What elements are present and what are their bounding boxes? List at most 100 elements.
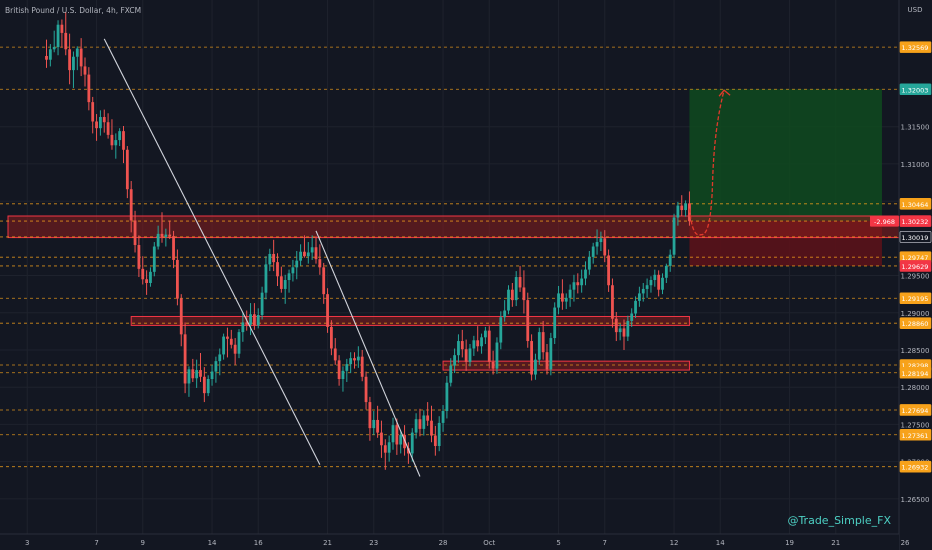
candles bbox=[45, 12, 691, 470]
candle-body bbox=[314, 247, 318, 260]
candle-body bbox=[664, 265, 668, 278]
candle-body bbox=[387, 442, 391, 453]
time-tick-label: 14 bbox=[716, 539, 725, 547]
candle-body bbox=[595, 242, 599, 247]
chart-title: British Pound / U.S. Dollar, 4h, FXCM bbox=[5, 6, 141, 15]
candle-body bbox=[630, 313, 634, 321]
target-zone bbox=[689, 89, 882, 222]
price-tag-label: 1.27361 bbox=[902, 432, 929, 440]
candle-body bbox=[245, 322, 249, 325]
price-tag-label: 1.32003 bbox=[902, 86, 929, 94]
candle-body bbox=[276, 262, 279, 277]
candle-body bbox=[68, 49, 71, 71]
price-tick-label: 1.28500 bbox=[901, 347, 930, 355]
support-resistance-zone bbox=[130, 315, 690, 326]
candle-body bbox=[464, 349, 468, 362]
change-badge bbox=[870, 215, 899, 227]
plot-area bbox=[0, 12, 899, 477]
support-resistance-zone bbox=[442, 360, 690, 371]
candle-body bbox=[118, 131, 122, 141]
trendline bbox=[103, 38, 321, 465]
price-tag bbox=[899, 260, 932, 272]
price-tag bbox=[899, 428, 932, 441]
candle-body bbox=[507, 289, 510, 311]
candle-body bbox=[268, 253, 272, 265]
candle-body bbox=[376, 419, 379, 433]
candle-body bbox=[572, 282, 576, 290]
candle-body bbox=[433, 435, 437, 446]
time-tick-label: Oct bbox=[483, 539, 495, 547]
candle-body bbox=[410, 432, 414, 454]
candle-body bbox=[156, 233, 160, 247]
time-tick-label: 5 bbox=[556, 539, 560, 547]
candle-body bbox=[626, 320, 630, 337]
candle-body bbox=[299, 251, 302, 261]
price-tag-label: 1.29629 bbox=[902, 263, 929, 271]
time-tick-label: 21 bbox=[323, 539, 332, 547]
candle-body bbox=[495, 342, 499, 369]
candle-body bbox=[206, 379, 210, 394]
price-axis: USD1.315001.310001.305001.295001.290001.… bbox=[898, 0, 932, 550]
candle-body bbox=[64, 32, 68, 50]
candle-body bbox=[72, 56, 75, 71]
candle-body bbox=[380, 432, 383, 446]
candle-body bbox=[60, 24, 64, 33]
time-tick-label: 16 bbox=[254, 539, 263, 547]
candle-body bbox=[672, 217, 676, 255]
candle-body bbox=[676, 205, 680, 218]
price-tag-label: 1.30464 bbox=[902, 201, 929, 209]
candle-body bbox=[537, 332, 541, 360]
projection-arrow-head bbox=[718, 89, 731, 97]
candle-body bbox=[341, 370, 345, 380]
candle-body bbox=[360, 356, 364, 377]
candle-body bbox=[584, 269, 587, 279]
time-tick-label: 19 bbox=[785, 539, 794, 547]
candle-body bbox=[287, 273, 291, 281]
price-tag-label: 1.29747 bbox=[902, 254, 929, 262]
candle-body bbox=[129, 189, 133, 221]
price-tag bbox=[899, 83, 932, 96]
candle-body bbox=[576, 282, 580, 286]
candle-body bbox=[418, 419, 422, 429]
candle-body bbox=[106, 122, 110, 135]
candle-body bbox=[137, 245, 141, 269]
candle-body bbox=[114, 140, 118, 146]
trendline bbox=[315, 230, 421, 477]
price-tag bbox=[899, 317, 932, 329]
candle-body bbox=[514, 277, 518, 301]
candle-body bbox=[291, 267, 295, 274]
candle-body bbox=[510, 289, 514, 301]
candle-body bbox=[372, 419, 376, 429]
price-tag bbox=[899, 292, 932, 305]
candle-body bbox=[603, 238, 607, 256]
candle-body bbox=[487, 330, 491, 362]
candle-body bbox=[587, 256, 591, 270]
price-tag bbox=[899, 366, 932, 379]
candle-body bbox=[272, 253, 276, 263]
candle-body bbox=[152, 246, 156, 272]
candle-body bbox=[638, 293, 641, 301]
candle-body bbox=[133, 220, 137, 246]
candle-body bbox=[399, 434, 403, 445]
candle-body bbox=[249, 314, 252, 325]
support-resistance-zone bbox=[7, 215, 899, 239]
candle-body bbox=[199, 370, 202, 377]
candle-body bbox=[491, 361, 495, 369]
candle-body bbox=[160, 233, 164, 237]
candle-body bbox=[241, 322, 245, 333]
time-tick-label: 3 bbox=[25, 539, 29, 547]
candle-body bbox=[330, 326, 333, 349]
candle-body bbox=[87, 74, 91, 103]
time-tick-label: 26 bbox=[901, 539, 910, 547]
time-tick-label: 28 bbox=[439, 539, 448, 547]
price-tag-label: 1.28860 bbox=[902, 320, 929, 328]
candle-body bbox=[195, 370, 199, 379]
candle-body bbox=[534, 359, 537, 375]
price-tag-label: 1.26932 bbox=[902, 464, 929, 472]
candle-body bbox=[122, 131, 125, 150]
price-tick-label: 1.31000 bbox=[901, 161, 930, 169]
time-tick-label: 9 bbox=[141, 539, 145, 547]
candle-body bbox=[179, 298, 183, 335]
candle-body bbox=[634, 300, 637, 314]
